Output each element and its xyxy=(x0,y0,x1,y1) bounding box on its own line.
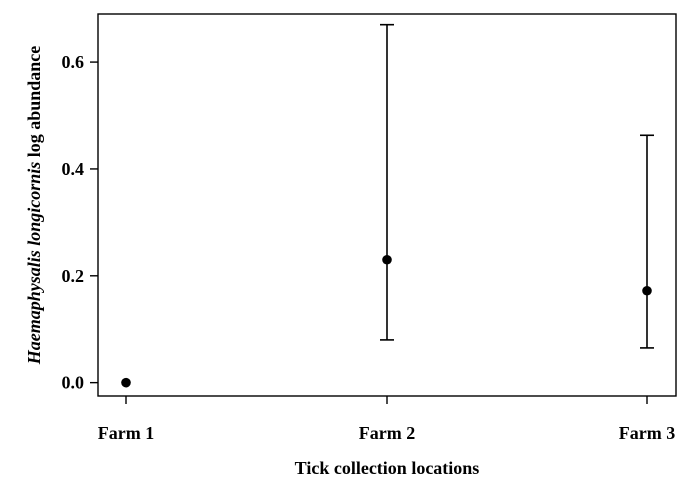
x-axis: Farm 1 Farm 2 Farm 3 xyxy=(98,396,675,443)
data-point xyxy=(121,377,131,388)
y-axis: 0.0 0.2 0.4 0.6 xyxy=(62,52,98,393)
y-axis-title-rest: log abundance xyxy=(24,46,44,162)
y-tick-label: 0.4 xyxy=(62,159,85,179)
x-axis-title: Tick collection locations xyxy=(295,458,480,478)
data-points xyxy=(121,254,652,388)
y-axis-title: Haemaphysalis longicornis log abundance xyxy=(24,46,44,366)
error-bars xyxy=(380,23,654,349)
x-tick-label: Farm 1 xyxy=(98,423,154,443)
y-tick-label: 0.0 xyxy=(62,373,85,393)
x-tick-label: Farm 2 xyxy=(359,423,415,443)
y-tick-label: 0.6 xyxy=(62,52,85,72)
x-tick-label: Farm 3 xyxy=(619,423,675,443)
y-axis-title-species: Haemaphysalis longicornis xyxy=(24,162,44,366)
data-point xyxy=(642,285,652,296)
data-point xyxy=(382,254,392,265)
y-tick-label: 0.2 xyxy=(62,266,85,286)
